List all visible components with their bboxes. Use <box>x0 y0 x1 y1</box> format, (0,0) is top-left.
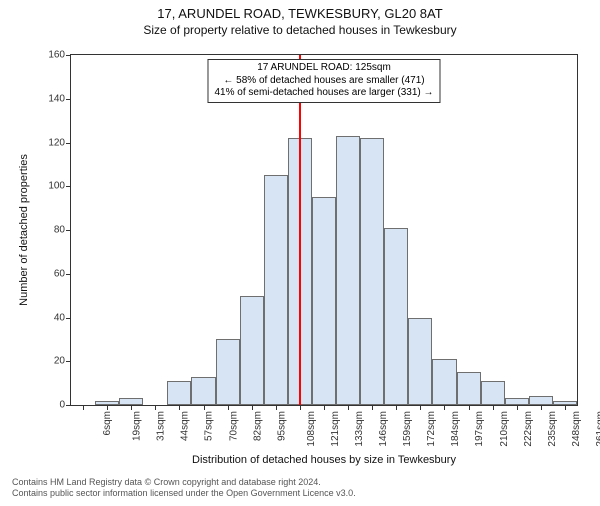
bar <box>457 372 481 405</box>
bar <box>481 381 505 405</box>
x-tick-label: 6sqm <box>102 411 113 435</box>
x-axis-label: Distribution of detached houses by size … <box>70 454 578 466</box>
x-tick-label: 19sqm <box>132 411 143 441</box>
header-line1: 17, ARUNDEL ROAD, TEWKESBURY, GL20 8AT <box>0 6 600 21</box>
y-tick-label: 40 <box>54 312 71 323</box>
x-tick-label: 121sqm <box>330 411 341 447</box>
x-tick <box>517 405 518 410</box>
x-tick-label: 57sqm <box>204 411 215 441</box>
annotation-line1: 17 ARUNDEL ROAD: 125sqm <box>214 62 433 75</box>
bar <box>384 228 408 405</box>
bar <box>216 339 240 405</box>
y-tick-label: 0 <box>59 400 71 411</box>
bar <box>432 359 456 405</box>
x-tick <box>252 405 253 410</box>
bar <box>264 175 288 405</box>
x-tick <box>276 405 277 410</box>
x-tick <box>228 405 229 410</box>
x-tick <box>179 405 180 410</box>
bar <box>529 396 553 405</box>
bar <box>240 296 264 405</box>
x-tick <box>420 405 421 410</box>
x-tick-label: 95sqm <box>276 411 287 441</box>
x-tick-label: 44sqm <box>180 411 191 441</box>
footer-line2: Contains public sector information licen… <box>12 488 356 500</box>
header-line2: Size of property relative to detached ho… <box>0 23 600 37</box>
y-tick-label: 80 <box>54 225 71 236</box>
bar <box>408 318 432 406</box>
histogram-plot: 020406080100120140160 6sqm19sqm31sqm44sq… <box>70 54 578 406</box>
x-tick-label: 261sqm <box>595 411 600 447</box>
x-tick-label: 235sqm <box>547 411 558 447</box>
x-tick-label: 210sqm <box>499 411 510 447</box>
x-tick-label: 172sqm <box>426 411 437 447</box>
x-tick <box>107 405 108 410</box>
x-tick-label: 108sqm <box>306 411 317 447</box>
x-tick <box>204 405 205 410</box>
bar <box>167 381 191 405</box>
x-tick <box>300 405 301 410</box>
x-tick <box>372 405 373 410</box>
y-tick-label: 120 <box>48 137 71 148</box>
annotation-line3: 41% of semi-detached houses are larger (… <box>214 87 433 100</box>
x-tick <box>324 405 325 410</box>
bar <box>360 138 384 405</box>
bar <box>312 197 336 405</box>
x-tick <box>565 405 566 410</box>
bar <box>336 136 360 405</box>
x-tick <box>396 405 397 410</box>
x-tick-label: 70sqm <box>228 411 239 441</box>
x-tick-label: 133sqm <box>354 411 365 447</box>
x-tick <box>493 405 494 410</box>
y-tick-label: 140 <box>48 93 71 104</box>
x-tick <box>83 405 84 410</box>
x-tick <box>444 405 445 410</box>
x-tick <box>541 405 542 410</box>
x-tick <box>131 405 132 410</box>
y-tick-label: 20 <box>54 356 71 367</box>
annotation-line2: ← 58% of detached houses are smaller (47… <box>214 75 433 88</box>
x-tick <box>348 405 349 410</box>
x-tick-label: 31sqm <box>156 411 167 441</box>
x-tick-label: 146sqm <box>378 411 389 447</box>
x-tick-label: 159sqm <box>402 411 413 447</box>
x-tick <box>469 405 470 410</box>
x-tick <box>155 405 156 410</box>
y-axis-label: Number of detached properties <box>18 154 30 306</box>
bar <box>191 377 215 405</box>
x-tick-label: 184sqm <box>450 411 461 447</box>
annotation-box: 17 ARUNDEL ROAD: 125sqm ← 58% of detache… <box>207 59 440 103</box>
footer-line1: Contains HM Land Registry data © Crown c… <box>12 477 356 489</box>
reference-vline <box>299 55 301 405</box>
x-tick-label: 248sqm <box>571 411 582 447</box>
x-tick-label: 197sqm <box>475 411 486 447</box>
y-tick-label: 160 <box>48 50 71 61</box>
y-tick-label: 60 <box>54 268 71 279</box>
x-tick-label: 82sqm <box>252 411 263 441</box>
x-tick-label: 222sqm <box>523 411 534 447</box>
y-tick-label: 100 <box>48 181 71 192</box>
footer: Contains HM Land Registry data © Crown c… <box>12 477 356 500</box>
